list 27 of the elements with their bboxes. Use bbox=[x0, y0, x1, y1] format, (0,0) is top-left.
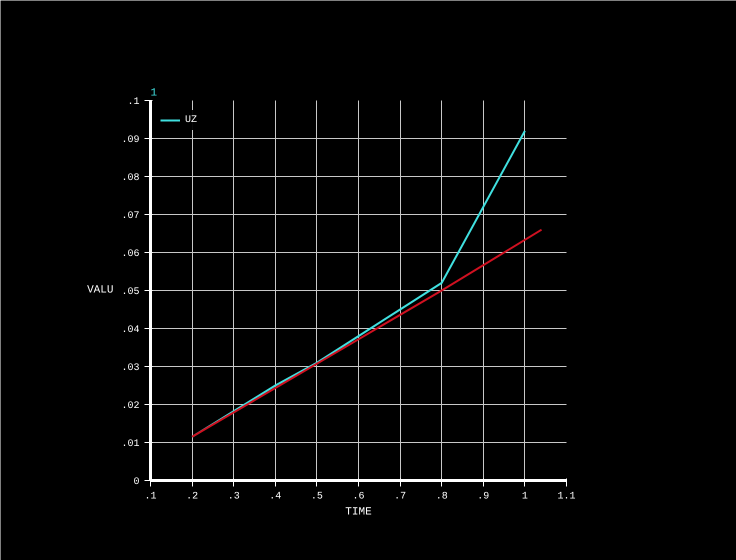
y-tick-label: .06 bbox=[121, 249, 140, 260]
text: 1 bbox=[150, 88, 158, 100]
legend-label: UZ bbox=[185, 114, 198, 126]
y-axis-title: VALU bbox=[87, 284, 114, 296]
y-tick-label: .05 bbox=[121, 287, 140, 298]
y-tick-label: .03 bbox=[121, 363, 140, 374]
x-tick-label: 1 bbox=[522, 492, 528, 502]
y-tick-label: .04 bbox=[121, 325, 140, 336]
x-tick-label: .1 bbox=[144, 492, 157, 502]
y-tick-label: .02 bbox=[121, 401, 140, 412]
x-tick-label: .2 bbox=[186, 492, 198, 502]
y-tick-label: .09 bbox=[121, 135, 140, 146]
x-tick-label: .7 bbox=[394, 492, 406, 502]
y-tick-label: .08 bbox=[121, 173, 140, 184]
x-axis-title: TIME bbox=[345, 506, 372, 518]
y-tick-label: .07 bbox=[121, 211, 140, 222]
y-tick-label: .1 bbox=[128, 97, 140, 108]
y-tick-label: .01 bbox=[121, 439, 140, 450]
line-series bbox=[191, 130, 526, 438]
x-tick-label: .6 bbox=[352, 492, 365, 502]
x-tick-label: .8 bbox=[436, 492, 448, 502]
x-tick-label: .5 bbox=[310, 492, 323, 502]
x-tick-label: 1.1 bbox=[558, 492, 576, 502]
x-tick-label: .9 bbox=[477, 492, 490, 502]
x-tick-label: .4 bbox=[269, 492, 282, 502]
x-tick-label: .3 bbox=[228, 492, 240, 502]
y-tick-label: 0 bbox=[134, 477, 140, 488]
